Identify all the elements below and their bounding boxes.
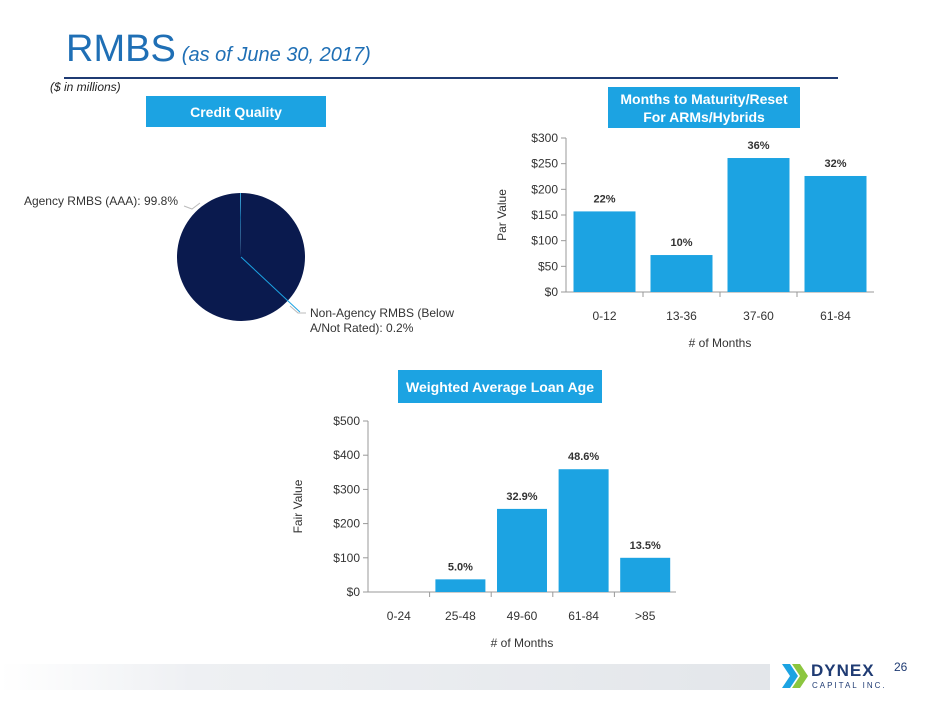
bar — [650, 255, 713, 292]
page-number: 26 — [894, 660, 908, 674]
x-tick-label: 61-84 — [820, 309, 851, 323]
y-tick-label: $200 — [333, 517, 360, 531]
bar-data-label: 36% — [747, 140, 769, 152]
y-tick-label: $100 — [333, 551, 360, 565]
x-tick-label: 13-36 — [666, 309, 697, 323]
pie-slice-line — [240, 256, 301, 313]
pie-label: Agency RMBS (AAA): 99.8% — [24, 194, 178, 208]
bar — [558, 469, 609, 592]
bar-data-label: 32% — [824, 158, 846, 170]
page-title: RMBS (as of June 30, 2017) — [66, 28, 371, 71]
logo-subtitle: CAPITAL INC. — [812, 681, 887, 690]
bar-data-label: 32.9% — [506, 491, 537, 503]
y-tick-label: $150 — [531, 208, 558, 222]
x-tick-label: 0-24 — [387, 609, 411, 623]
y-tick-label: $300 — [333, 482, 360, 496]
title-date: (as of June 30, 2017) — [181, 44, 371, 66]
bar — [497, 508, 547, 592]
maturity-banner: Months to Maturity/Reset For ARMs/Hybrid… — [608, 87, 800, 128]
bar — [620, 557, 671, 592]
y-axis-title: Fair Value — [291, 479, 305, 533]
footer-band — [0, 664, 770, 690]
bar-data-label: 13.5% — [630, 540, 661, 552]
y-tick-label: $0 — [347, 585, 361, 599]
bar — [435, 579, 486, 592]
y-tick-label: $100 — [531, 234, 558, 248]
x-tick-label: 49-60 — [507, 609, 538, 623]
logo-name: DYNEX — [811, 661, 875, 680]
x-tick-label: >85 — [635, 609, 656, 623]
pie-label: A/Not Rated): 0.2% — [310, 321, 414, 335]
x-tick-label: 37-60 — [743, 309, 774, 323]
y-tick-label: $50 — [538, 259, 558, 273]
y-tick-label: $500 — [333, 414, 360, 428]
pie-slice — [176, 193, 305, 321]
bar — [573, 211, 636, 292]
pie-leader-line — [183, 202, 201, 210]
bar — [727, 158, 790, 292]
x-tick-label: 0-12 — [592, 309, 616, 323]
title-divider — [64, 77, 838, 79]
x-axis-title: # of Months — [491, 636, 554, 650]
bar-data-label: 10% — [670, 237, 692, 249]
y-tick-label: $250 — [531, 157, 558, 171]
pie-leader-line — [289, 305, 306, 314]
pie-slice — [240, 193, 241, 257]
bar-data-label: 22% — [593, 193, 615, 205]
credit-quality-banner: Credit Quality — [146, 96, 326, 127]
pie-label: Non-Agency RMBS (Below — [310, 306, 454, 320]
x-tick-label: 25-48 — [445, 609, 476, 623]
bar — [804, 175, 867, 292]
loan-age-banner: Weighted Average Loan Age — [398, 370, 602, 403]
x-tick-label: 61-84 — [568, 609, 599, 623]
y-tick-label: $300 — [531, 131, 558, 145]
y-tick-label: $0 — [545, 285, 559, 299]
x-axis-title: # of Months — [689, 336, 752, 350]
bar-data-label: 5.0% — [448, 561, 473, 573]
y-axis-title: Par Value — [495, 189, 509, 241]
units-note: ($ in millions) — [50, 80, 121, 94]
y-tick-label: $200 — [531, 182, 558, 196]
title-text: RMBS — [66, 28, 176, 70]
bar-data-label: 48.6% — [568, 451, 599, 463]
dynex-logo-icon — [782, 664, 808, 688]
y-tick-label: $400 — [333, 448, 360, 462]
